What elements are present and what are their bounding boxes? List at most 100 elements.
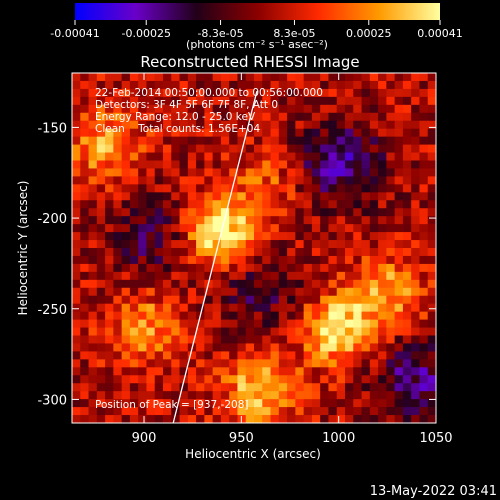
- heatmap-cell: [336, 168, 346, 177]
- heatmap-cell: [336, 232, 346, 241]
- heatmap-cell: [163, 343, 172, 352]
- heatmap-cell: [88, 208, 98, 217]
- heatmap-cell: [411, 399, 420, 408]
- heatmap-cell: [138, 152, 147, 161]
- heatmap-cell: [129, 192, 139, 201]
- heatmap-cell: [328, 88, 338, 98]
- y-tick-label: -150: [37, 121, 67, 136]
- heatmap-cell: [154, 73, 164, 82]
- heatmap-cell: [88, 224, 98, 233]
- heatmap-cell: [154, 351, 164, 360]
- heatmap-cell: [427, 367, 437, 376]
- heatmap-cell: [220, 415, 230, 424]
- heatmap-cell: [328, 375, 338, 384]
- heatmap-cell: [270, 152, 280, 161]
- heatmap-cell: [386, 391, 396, 400]
- heatmap-cell: [353, 248, 362, 257]
- heatmap-cell: [419, 255, 429, 265]
- heatmap-cell: [204, 240, 214, 249]
- heatmap-cell: [146, 104, 156, 114]
- heatmap-cell: [113, 415, 123, 424]
- heatmap-cell: [262, 295, 271, 305]
- heatmap-cell: [287, 192, 296, 201]
- heatmap-cell: [278, 232, 288, 241]
- heatmap-cell: [295, 319, 305, 328]
- heatmap-cell: [163, 367, 172, 376]
- heatmap-cell: [345, 216, 354, 225]
- heatmap-cell: [386, 144, 396, 153]
- heatmap-cell: [220, 399, 230, 408]
- heatmap-cell: [187, 160, 197, 169]
- heatmap-cell: [386, 176, 396, 185]
- heatmap-cell: [72, 383, 81, 392]
- heatmap-cell: [311, 88, 321, 98]
- heatmap-cell: [386, 287, 396, 297]
- heatmap-cell: [212, 144, 222, 153]
- heatmap-cell: [163, 415, 172, 424]
- heatmap-cell: [336, 303, 346, 313]
- heatmap-cell: [311, 184, 321, 193]
- heatmap-cell: [270, 327, 280, 336]
- heatmap-cell: [336, 120, 346, 130]
- heatmap-cell: [303, 184, 313, 193]
- heatmap-cell: [303, 176, 313, 185]
- heatmap-cell: [336, 112, 346, 122]
- heatmap-cell: [80, 295, 89, 305]
- heatmap-cell: [80, 399, 89, 408]
- heatmap-cell: [361, 88, 371, 98]
- heatmap-cell: [386, 104, 396, 114]
- heatmap-cell: [353, 351, 362, 360]
- heatmap-cell: [320, 208, 329, 217]
- heatmap-cell: [336, 73, 346, 82]
- heatmap-cell: [113, 359, 123, 368]
- heatmap-cell: [187, 327, 197, 336]
- heatmap-cell: [427, 216, 437, 225]
- heatmap-cell: [353, 136, 362, 145]
- heatmap-cell: [394, 144, 404, 153]
- heatmap-cell: [394, 327, 404, 336]
- heatmap-cell: [270, 73, 280, 82]
- heatmap-cell: [303, 295, 313, 305]
- heatmap-cell: [402, 263, 412, 273]
- heatmap-cell: [386, 80, 396, 90]
- heatmap-cell: [113, 343, 123, 352]
- heatmap-cell: [146, 168, 156, 177]
- heatmap-cell: [88, 80, 98, 90]
- heatmap-cell: [146, 73, 156, 82]
- heatmap-cell: [336, 128, 346, 138]
- heatmap-cell: [88, 415, 98, 424]
- heatmap-cell: [386, 351, 396, 360]
- heatmap-cell: [154, 192, 164, 201]
- heatmap-cell: [369, 136, 379, 145]
- annotation-time-range: 22-Feb-2014 00:50:00.000 to 00:56:00.000: [95, 87, 323, 99]
- heatmap-cell: [378, 128, 387, 138]
- heatmap-cell: [345, 399, 354, 408]
- heatmap-cell: [171, 144, 180, 153]
- heatmap-cell: [287, 208, 296, 217]
- heatmap-cell: [427, 208, 437, 217]
- heatmap-cell: [171, 391, 180, 400]
- heatmap-cell: [328, 399, 338, 408]
- heatmap-cell: [311, 335, 321, 344]
- heatmap-cell: [394, 168, 404, 177]
- heatmap-cell: [320, 295, 329, 305]
- heatmap-cell: [278, 216, 288, 225]
- heatmap-cell: [369, 224, 379, 233]
- heatmap-cell: [138, 192, 147, 201]
- heatmap-cell: [345, 319, 354, 328]
- heatmap-cell: [179, 80, 189, 90]
- heatmap-cell: [394, 383, 404, 392]
- heatmap-cell: [146, 128, 156, 138]
- heatmap-cell: [237, 391, 247, 400]
- heatmap-cell: [369, 399, 379, 408]
- heatmap-cell: [96, 128, 106, 138]
- heatmap-cell: [204, 399, 214, 408]
- y-tick-label: -300: [37, 393, 67, 408]
- heatmap-cell: [320, 335, 329, 344]
- heatmap-cell: [345, 112, 354, 122]
- heatmap-cell: [204, 311, 214, 320]
- heatmap-cell: [328, 136, 338, 145]
- heatmap-cell: [138, 104, 147, 114]
- heatmap-cell: [72, 399, 81, 408]
- heatmap-cell: [411, 407, 420, 416]
